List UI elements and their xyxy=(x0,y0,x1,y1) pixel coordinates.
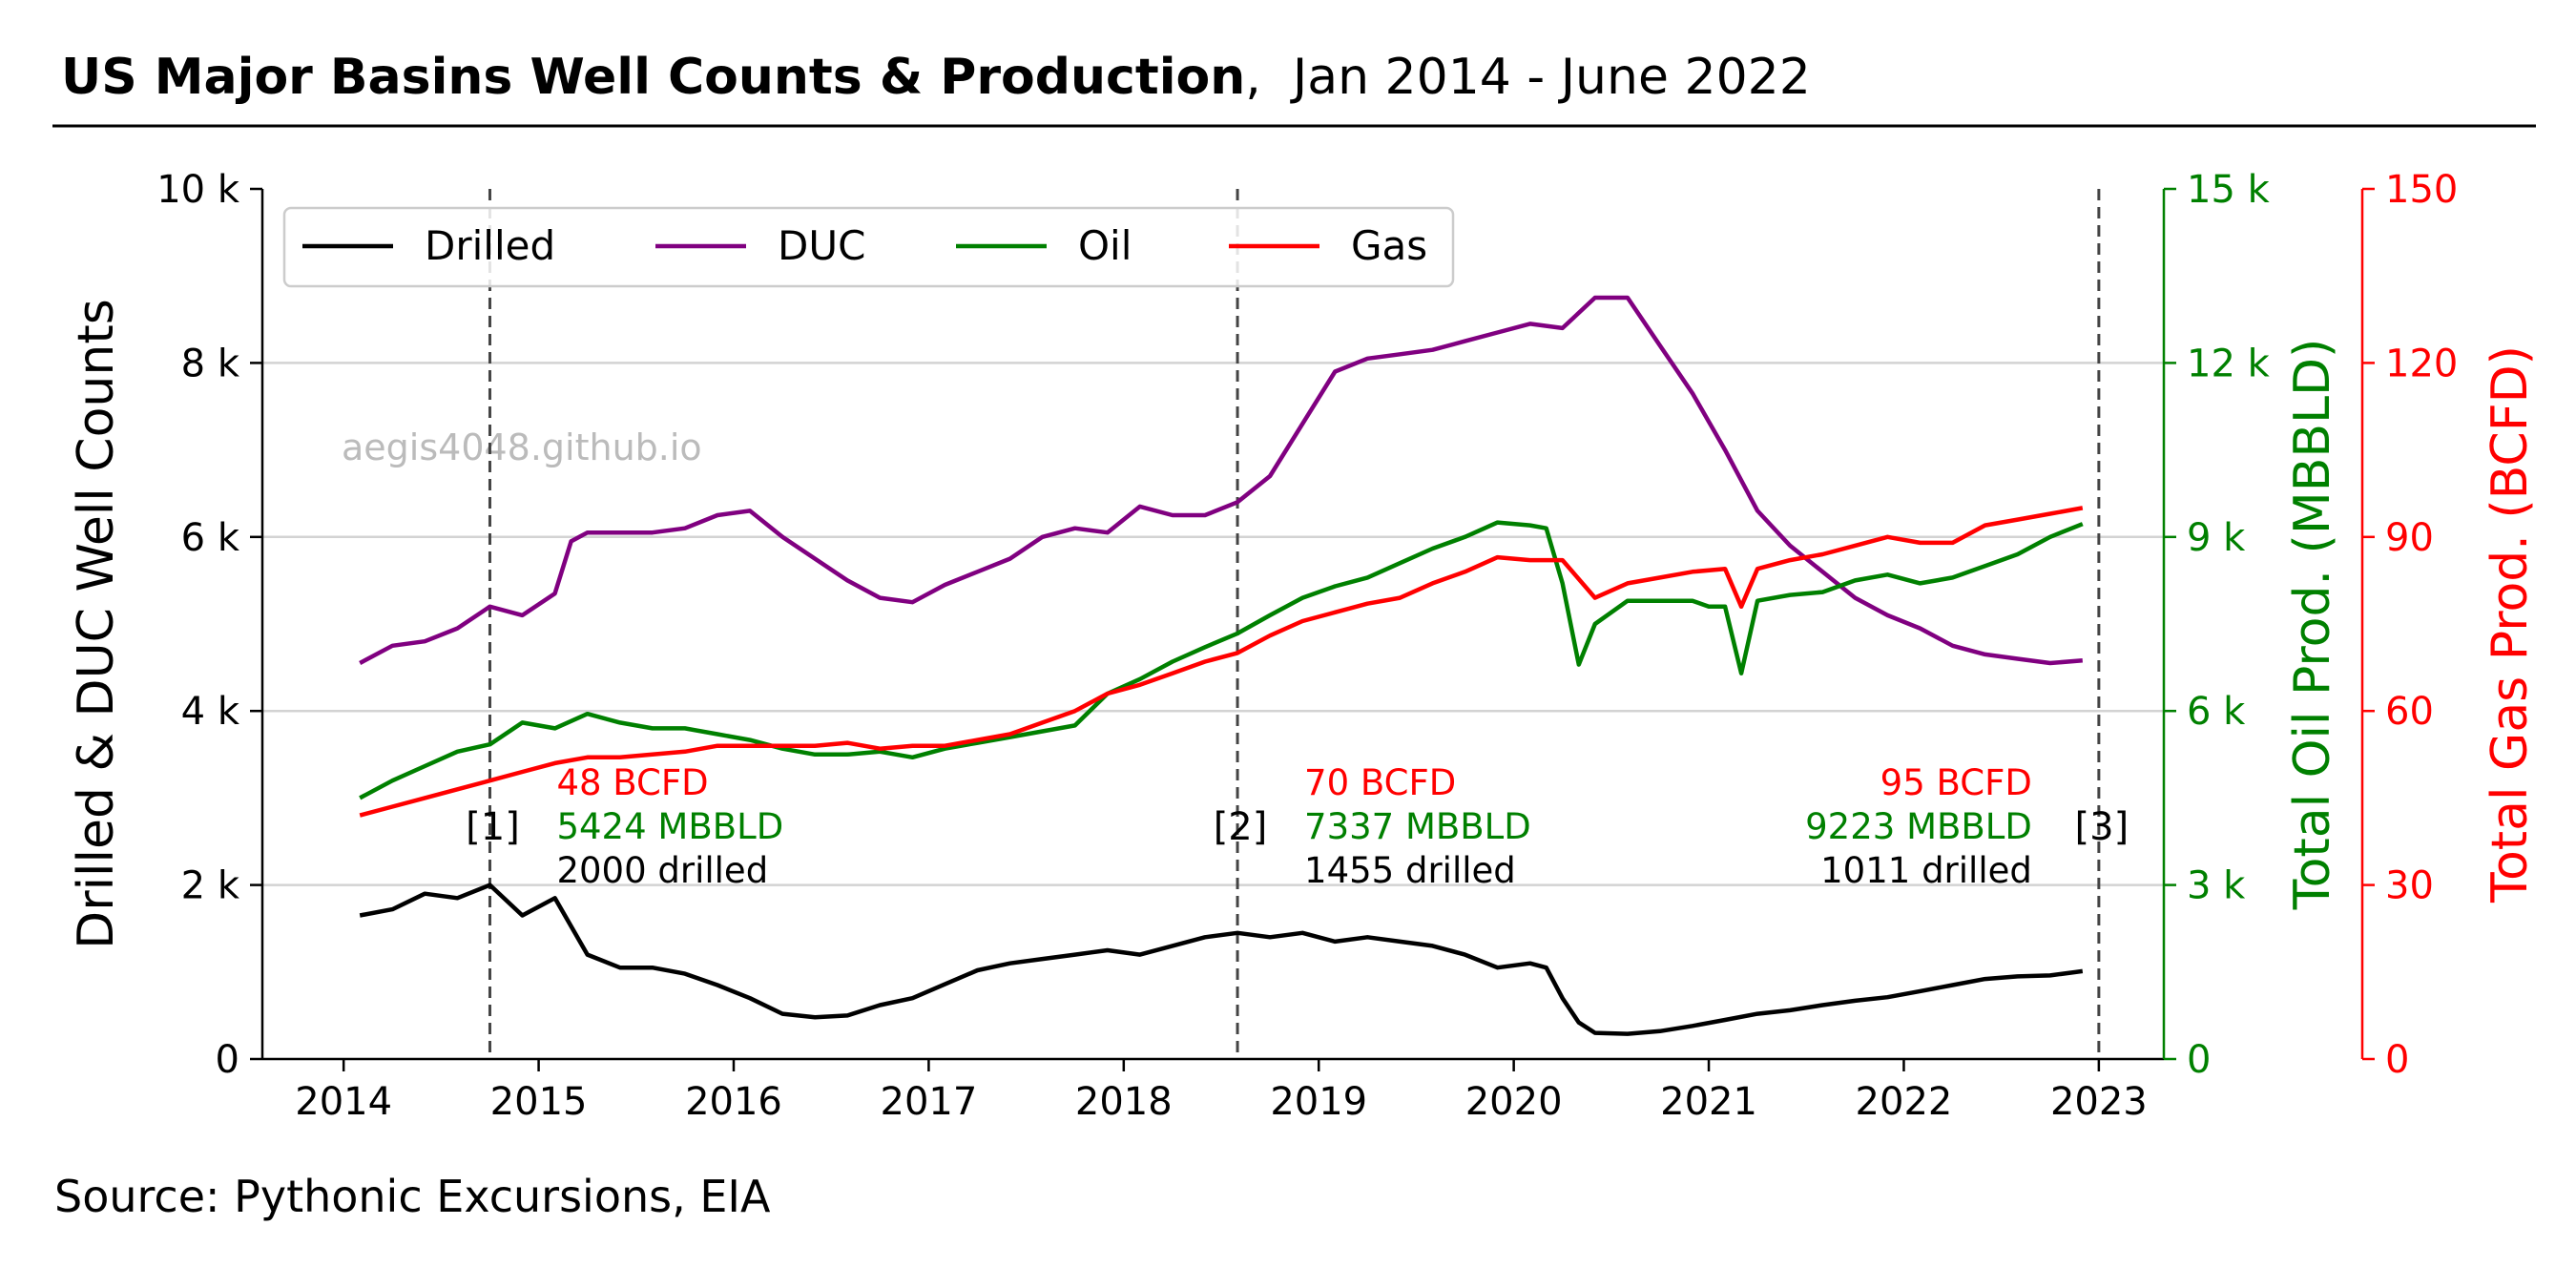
gas-tick-label-1: 30 xyxy=(2385,864,2434,908)
oil-tick-label-2: 6 k xyxy=(2187,690,2246,734)
oil-axis-label: Total Oil Prod. (MBBLD) xyxy=(2284,339,2341,911)
gas-axis-label: Total Gas Prod. (BCFD) xyxy=(2482,345,2539,904)
legend-label-drilled: Drilled xyxy=(425,222,555,269)
x-tick-label-5: 2019 xyxy=(1270,1080,1367,1124)
chart-title-rest: , Jan 2014 - June 2022 xyxy=(1245,49,1811,106)
series-line-drilled xyxy=(359,883,2084,1036)
legend-label-gas: Gas xyxy=(1351,222,1427,269)
gas-tick-label-2: 60 xyxy=(2385,690,2434,734)
annotation-marker-label-1: [1] xyxy=(466,805,520,849)
annotation-1-line-2: 5424 MBBLD xyxy=(556,806,783,847)
annotation-1-line-1: 48 BCFD xyxy=(556,762,708,803)
left-tick-label-0: 0 xyxy=(216,1038,239,1082)
series-line-duc xyxy=(359,295,2083,666)
left-axis-label: Drilled & DUC Well Counts xyxy=(68,299,125,949)
annotation-markers xyxy=(488,189,2101,1059)
chart-title-bold: US Major Basins Well Counts & Production xyxy=(61,49,1245,106)
annotation-3-line-2: 9223 MBBLD xyxy=(1805,806,2032,847)
x-tick-label-4: 2018 xyxy=(1075,1080,1173,1124)
chart-title: US Major Basins Well Counts & Production… xyxy=(61,49,1811,106)
annotation-2-line-2: 7337 MBBLD xyxy=(1304,806,1531,847)
annotation-marker-label-2: [2] xyxy=(1214,805,1268,849)
x-tick-label-2: 2016 xyxy=(685,1080,782,1124)
left-tick-label-5: 10 k xyxy=(156,168,240,212)
legend-label-duc: DUC xyxy=(778,222,865,269)
series-lines xyxy=(359,295,2084,1036)
oil-tick-label-5: 15 k xyxy=(2187,168,2271,212)
annotation-3-line-3: 1011 drilled xyxy=(1820,850,2032,891)
x-tick-label-6: 2020 xyxy=(1465,1080,1563,1124)
legend-label-oil: Oil xyxy=(1078,222,1132,269)
annotation-marker-label-3: [3] xyxy=(2075,805,2129,849)
watermark: aegis4048.github.io xyxy=(342,426,702,468)
oil-tick-label-1: 3 k xyxy=(2187,864,2246,908)
axes: 0 2 k 4 k 6 k 8 k 10 k 0 3 k 6 k 9 k 12 k 15 k 0 30 60… xyxy=(68,168,2539,1124)
annotation-2-line-1: 70 BCFD xyxy=(1304,762,1456,803)
gas-tick-label-3: 90 xyxy=(2385,516,2434,560)
annotation-2-line-3: 1455 drilled xyxy=(1304,850,1516,891)
gas-tick-label-5: 150 xyxy=(2385,168,2458,212)
x-tick-label-1: 2015 xyxy=(490,1080,588,1124)
left-tick-label-1: 2 k xyxy=(181,864,240,908)
x-tick-label-7: 2021 xyxy=(1660,1080,1757,1124)
annotation-1-line-3: 2000 drilled xyxy=(556,850,768,891)
x-tick-label-3: 2017 xyxy=(881,1080,978,1124)
source-note: Source: Pythonic Excursions, EIA xyxy=(54,1171,771,1222)
oil-tick-label-3: 9 k xyxy=(2187,516,2246,560)
x-tick-label-0: 2014 xyxy=(295,1080,392,1124)
x-tick-label-8: 2022 xyxy=(1856,1080,1953,1124)
left-tick-label-4: 8 k xyxy=(181,342,240,385)
gas-tick-label-4: 120 xyxy=(2385,342,2458,385)
series-line-oil xyxy=(359,520,2084,800)
oil-tick-label-0: 0 xyxy=(2187,1038,2211,1082)
annotation-3-line-1: 95 BCFD xyxy=(1880,762,2032,803)
legend-box xyxy=(282,206,1455,288)
x-tick-label-9: 2023 xyxy=(2050,1080,2148,1124)
left-tick-label-2: 4 k xyxy=(181,690,240,734)
series-line-gas xyxy=(359,506,2084,818)
legend: Drilled DUC Oil Gas xyxy=(282,206,1455,288)
gas-tick-label-0: 0 xyxy=(2385,1038,2409,1082)
oil-tick-label-4: 12 k xyxy=(2187,342,2271,385)
left-tick-label-3: 6 k xyxy=(181,516,240,560)
